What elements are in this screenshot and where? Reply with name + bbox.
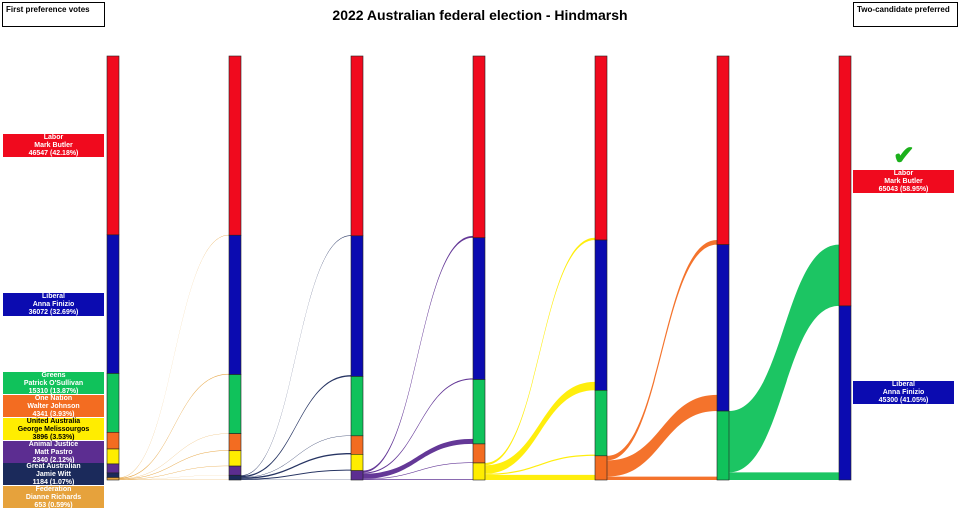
label-candidate: Mark Butler	[853, 178, 954, 186]
label-votes-text: 36072 (32.69%)	[3, 309, 104, 317]
preference-flow-federation-to-greens	[119, 433, 229, 478]
count-bar-liberal	[473, 238, 485, 380]
count-bar-liberal	[717, 245, 729, 411]
count-bar-united-australia	[107, 449, 119, 464]
preference-flow-one-nation-to-liberal	[607, 395, 717, 477]
count-bar-greens	[107, 373, 119, 432]
label-votes-text: 46547 (42.18%)	[3, 150, 104, 158]
label-party: Liberal	[3, 293, 104, 301]
preference-flow-one-nation-to-labor	[607, 240, 717, 460]
count-bar-liberal	[839, 306, 851, 480]
label-party: Federation	[3, 486, 104, 494]
label-candidate: George Melissourgos	[3, 426, 104, 434]
preference-flow-federation-to-labor	[119, 235, 229, 478]
label-party: Great Australian	[3, 463, 104, 471]
count-bar-one-nation	[351, 436, 363, 454]
count-bar-greens	[351, 376, 363, 435]
label-candidate: Anna Finizio	[853, 389, 954, 397]
count-bar-federation	[107, 477, 119, 480]
preference-flow-federation-to-liberal	[119, 374, 229, 479]
count-bar-liberal	[595, 240, 607, 390]
preference-flow-great-australian-to-liberal	[241, 375, 351, 477]
count-bar-labor	[473, 56, 485, 238]
preference-flow-animal-justice-to-united-australia	[363, 479, 473, 480]
count-bar-animal-justice	[351, 471, 363, 480]
label-candidate: Dianne Richards	[3, 494, 104, 502]
preference-flow-animal-justice-to-labor	[363, 236, 473, 473]
preference-flow-greens-to-labor	[729, 245, 839, 473]
label-party: Labor	[853, 170, 954, 178]
checkmark-icon: ✔	[893, 142, 915, 168]
label-candidate: Patrick O'Sullivan	[3, 380, 104, 388]
count-bar-united-australia	[229, 451, 241, 466]
count-bar-one-nation	[473, 444, 485, 463]
preference-flow-animal-justice-to-greens	[363, 439, 473, 479]
count-bar-labor	[351, 56, 363, 236]
preference-flow-great-australian-to-labor	[241, 235, 351, 476]
count-bar-labor	[839, 56, 851, 306]
count-bar-one-nation	[229, 434, 241, 451]
preference-flow-great-australian-to-united-australia	[241, 470, 351, 480]
count-bar-greens	[717, 411, 729, 480]
count-bar-labor	[107, 56, 119, 235]
label-votes-text: 65043 (58.95%)	[853, 186, 954, 194]
count-bar-greens	[473, 380, 485, 444]
label-candidate: Mark Butler	[3, 142, 104, 150]
preference-flow-greens-to-liberal	[729, 472, 839, 480]
count-bar-united-australia	[473, 463, 485, 480]
preference-flow-federation-to-united-australia	[119, 466, 229, 480]
label-party: One Nation	[3, 395, 104, 403]
count-bar-labor	[595, 56, 607, 240]
preference-flow-united-australia-to-one-nation	[485, 475, 595, 480]
count-bar-greens	[595, 390, 607, 456]
preference-flow-great-australian-to-greens	[241, 436, 351, 478]
preference-flow-united-australia-to-liberal	[485, 382, 595, 474]
count-bar-animal-justice	[229, 466, 241, 475]
label-candidate: Matt Pastro	[3, 449, 104, 457]
count-bar-united-australia	[351, 454, 363, 470]
count-bar-liberal	[351, 236, 363, 377]
count-bar-great-australian	[229, 475, 241, 480]
count-bar-labor	[717, 56, 729, 245]
label-candidate: Jamie Witt	[3, 471, 104, 479]
count-bar-liberal	[107, 235, 119, 374]
count-bar-greens	[229, 375, 241, 434]
count-bar-one-nation	[595, 456, 607, 480]
count-bar-one-nation	[107, 432, 119, 449]
label-party: Liberal	[853, 381, 954, 389]
label-candidate: Walter Johnson	[3, 403, 104, 411]
label-candidate: Anna Finizio	[3, 301, 104, 309]
label-party: Greens	[3, 372, 104, 380]
count-bar-labor	[229, 56, 241, 235]
count-bar-animal-justice	[107, 464, 119, 473]
count-bar-great-australian	[107, 473, 119, 478]
label-party: Animal Justice	[3, 441, 104, 449]
label-votes-text: 45300 (41.05%)	[853, 397, 954, 405]
label-party: Labor	[3, 134, 104, 142]
count-bar-liberal	[229, 235, 241, 374]
preference-flow-one-nation-to-greens	[607, 477, 717, 480]
label-party: United Australia	[3, 418, 104, 426]
